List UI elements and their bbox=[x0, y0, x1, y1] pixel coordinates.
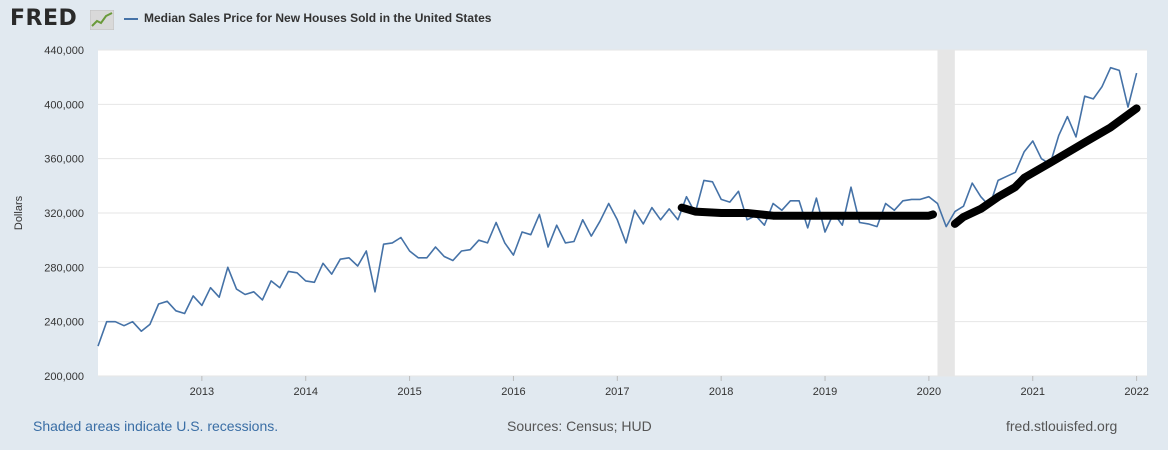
y-tick-label: 400,000 bbox=[44, 99, 84, 111]
y-tick-label: 200,000 bbox=[44, 371, 84, 383]
recession-note: Shaded areas indicate U.S. recessions. bbox=[33, 418, 279, 434]
annotation-trend-line-1 bbox=[950, 104, 1141, 228]
y-tick-label: 440,000 bbox=[44, 45, 84, 57]
x-tick-label: 2020 bbox=[917, 386, 941, 398]
sources-text: Sources: Census; HUD bbox=[507, 418, 652, 434]
site-link[interactable]: fred.stlouisfed.org bbox=[1006, 418, 1118, 434]
fred-logo-chart-icon bbox=[90, 10, 114, 30]
series-layer bbox=[97, 66, 1138, 347]
y-axis-label: Dollars bbox=[13, 195, 25, 230]
x-tick-label: 2021 bbox=[1021, 386, 1045, 398]
x-tick-labels: 2013 2014 2015 2016 2017 2018 2019 2020 2021 2022 bbox=[190, 376, 1149, 398]
x-tick-label: 2017 bbox=[605, 386, 629, 398]
chart: 200,000 240,000 280,000 320,000 360,000 400,0… bbox=[13, 45, 1149, 398]
y-tick-label: 320,000 bbox=[44, 208, 84, 220]
legend-label[interactable]: Median Sales Price for New Houses Sold i… bbox=[144, 11, 492, 25]
x-tick-label: 2015 bbox=[397, 386, 421, 398]
x-tick-label: 2014 bbox=[293, 386, 317, 398]
legend-swatch bbox=[124, 18, 138, 20]
y-tick-label: 360,000 bbox=[44, 154, 84, 166]
x-tick-label: 2018 bbox=[709, 386, 733, 398]
annotation-trend-line-0 bbox=[677, 203, 937, 220]
y-tick-label: 240,000 bbox=[44, 317, 84, 329]
y-tick-labels: 200,000 240,000 280,000 320,000 360,000 400,0… bbox=[44, 45, 84, 383]
x-tick-label: 2019 bbox=[813, 386, 837, 398]
fred-logo[interactable]: FRED bbox=[10, 6, 78, 31]
y-tick-label: 280,000 bbox=[44, 262, 84, 274]
x-tick-label: 2016 bbox=[501, 386, 525, 398]
annotation-layer bbox=[677, 104, 1141, 228]
series-line-0 bbox=[97, 66, 1138, 347]
grid-layer bbox=[98, 49, 1147, 377]
x-tick-label: 2013 bbox=[190, 386, 214, 398]
x-tick-label: 2022 bbox=[1124, 386, 1148, 398]
